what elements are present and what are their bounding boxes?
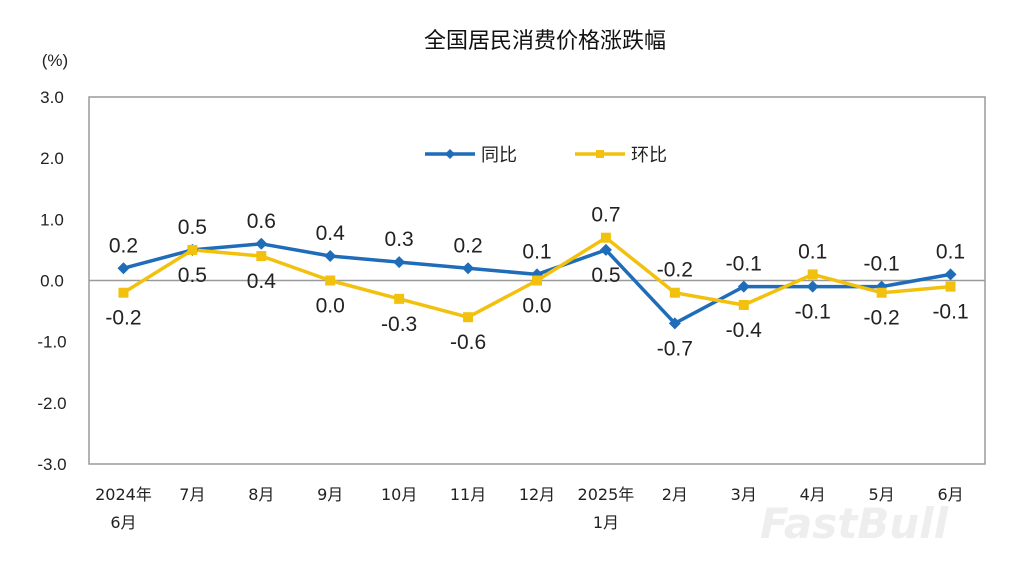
data-point [325,275,336,286]
data-point [462,262,475,275]
legend-marker [445,149,455,159]
data-label: 0.5 [591,264,620,287]
chart-title: 全国居民消费价格涨跌幅 [424,29,666,54]
data-point [118,287,129,298]
data-label: 0.3 [385,228,414,251]
x-tick-label: 12月 [519,485,555,504]
x-tick-label: 6月 [937,485,963,504]
data-label: 0.6 [247,210,276,233]
data-point [807,269,818,280]
data-point [393,256,406,269]
y-tick-label: -1.0 [37,333,66,352]
data-label: 0.7 [591,204,620,227]
data-label: 0.2 [109,234,138,257]
data-label: -0.4 [726,319,763,342]
watermark-logo: FastBull [760,499,949,548]
data-label: 0.5 [178,216,207,239]
y-tick-label: 2.0 [40,149,64,168]
data-label: -0.2 [105,307,141,330]
data-label: 0.0 [522,295,551,318]
x-tick-label: 4月 [800,485,826,504]
data-label: -0.7 [657,337,693,360]
y-axis-unit: (%) [42,51,68,70]
data-point [669,287,680,298]
legend-label: 同比 [481,145,517,166]
data-label: -0.1 [864,253,900,276]
data-label: 0.1 [798,240,827,263]
data-point [117,262,130,275]
data-point [668,317,681,330]
data-label: -0.2 [864,307,900,330]
x-tick-label: 2025年 1月 [578,485,635,532]
data-label: -0.3 [381,313,417,336]
data-label: 0.2 [453,234,482,257]
x-tick-label: 3月 [731,485,757,504]
x-tick-label: 5月 [869,485,895,504]
x-tick-label: 8月 [248,485,274,504]
data-label: 0.4 [316,222,346,245]
legend: 同比 环比 [425,145,667,166]
data-point [255,237,268,250]
y-tick-label: 1.0 [40,210,64,229]
data-point [737,280,750,293]
data-label: -0.2 [657,259,693,282]
data-label: 0.1 [522,240,551,263]
data-point [945,281,956,292]
x-tick-label: 9月 [317,485,343,504]
data-label: 0.0 [316,295,345,318]
data-label: -0.1 [932,301,968,324]
x-tick-label: 7月 [179,485,205,504]
data-label: 0.5 [178,264,207,287]
data-point [806,280,819,293]
x-tick-label: 11月 [450,485,486,504]
data-label: 0.1 [936,240,965,263]
data-label: 0.4 [247,270,277,293]
data-point [187,244,198,255]
y-tick-label: -2.0 [37,394,66,413]
y-tick-label: 0.0 [40,272,64,291]
data-point [324,250,337,263]
data-label: -0.6 [450,331,486,354]
data-label: -0.1 [795,301,831,324]
x-tick-label: 2月 [662,485,688,504]
x-tick-label: 2024年 6月 [95,485,152,532]
x-tick-label: 10月 [381,485,417,504]
y-tick-label: -3.0 [37,455,66,474]
data-point [600,232,611,243]
legend-marker [596,150,604,158]
data-label: -0.1 [726,253,762,276]
data-point [876,287,887,298]
data-point [944,268,957,281]
data-point [394,293,405,304]
y-tick-label: 3.0 [40,88,64,107]
data-point [738,299,749,310]
data-point [463,312,474,323]
data-point [599,243,612,256]
data-point [532,275,542,286]
legend-label: 环比 [631,145,667,166]
data-point [256,251,267,262]
